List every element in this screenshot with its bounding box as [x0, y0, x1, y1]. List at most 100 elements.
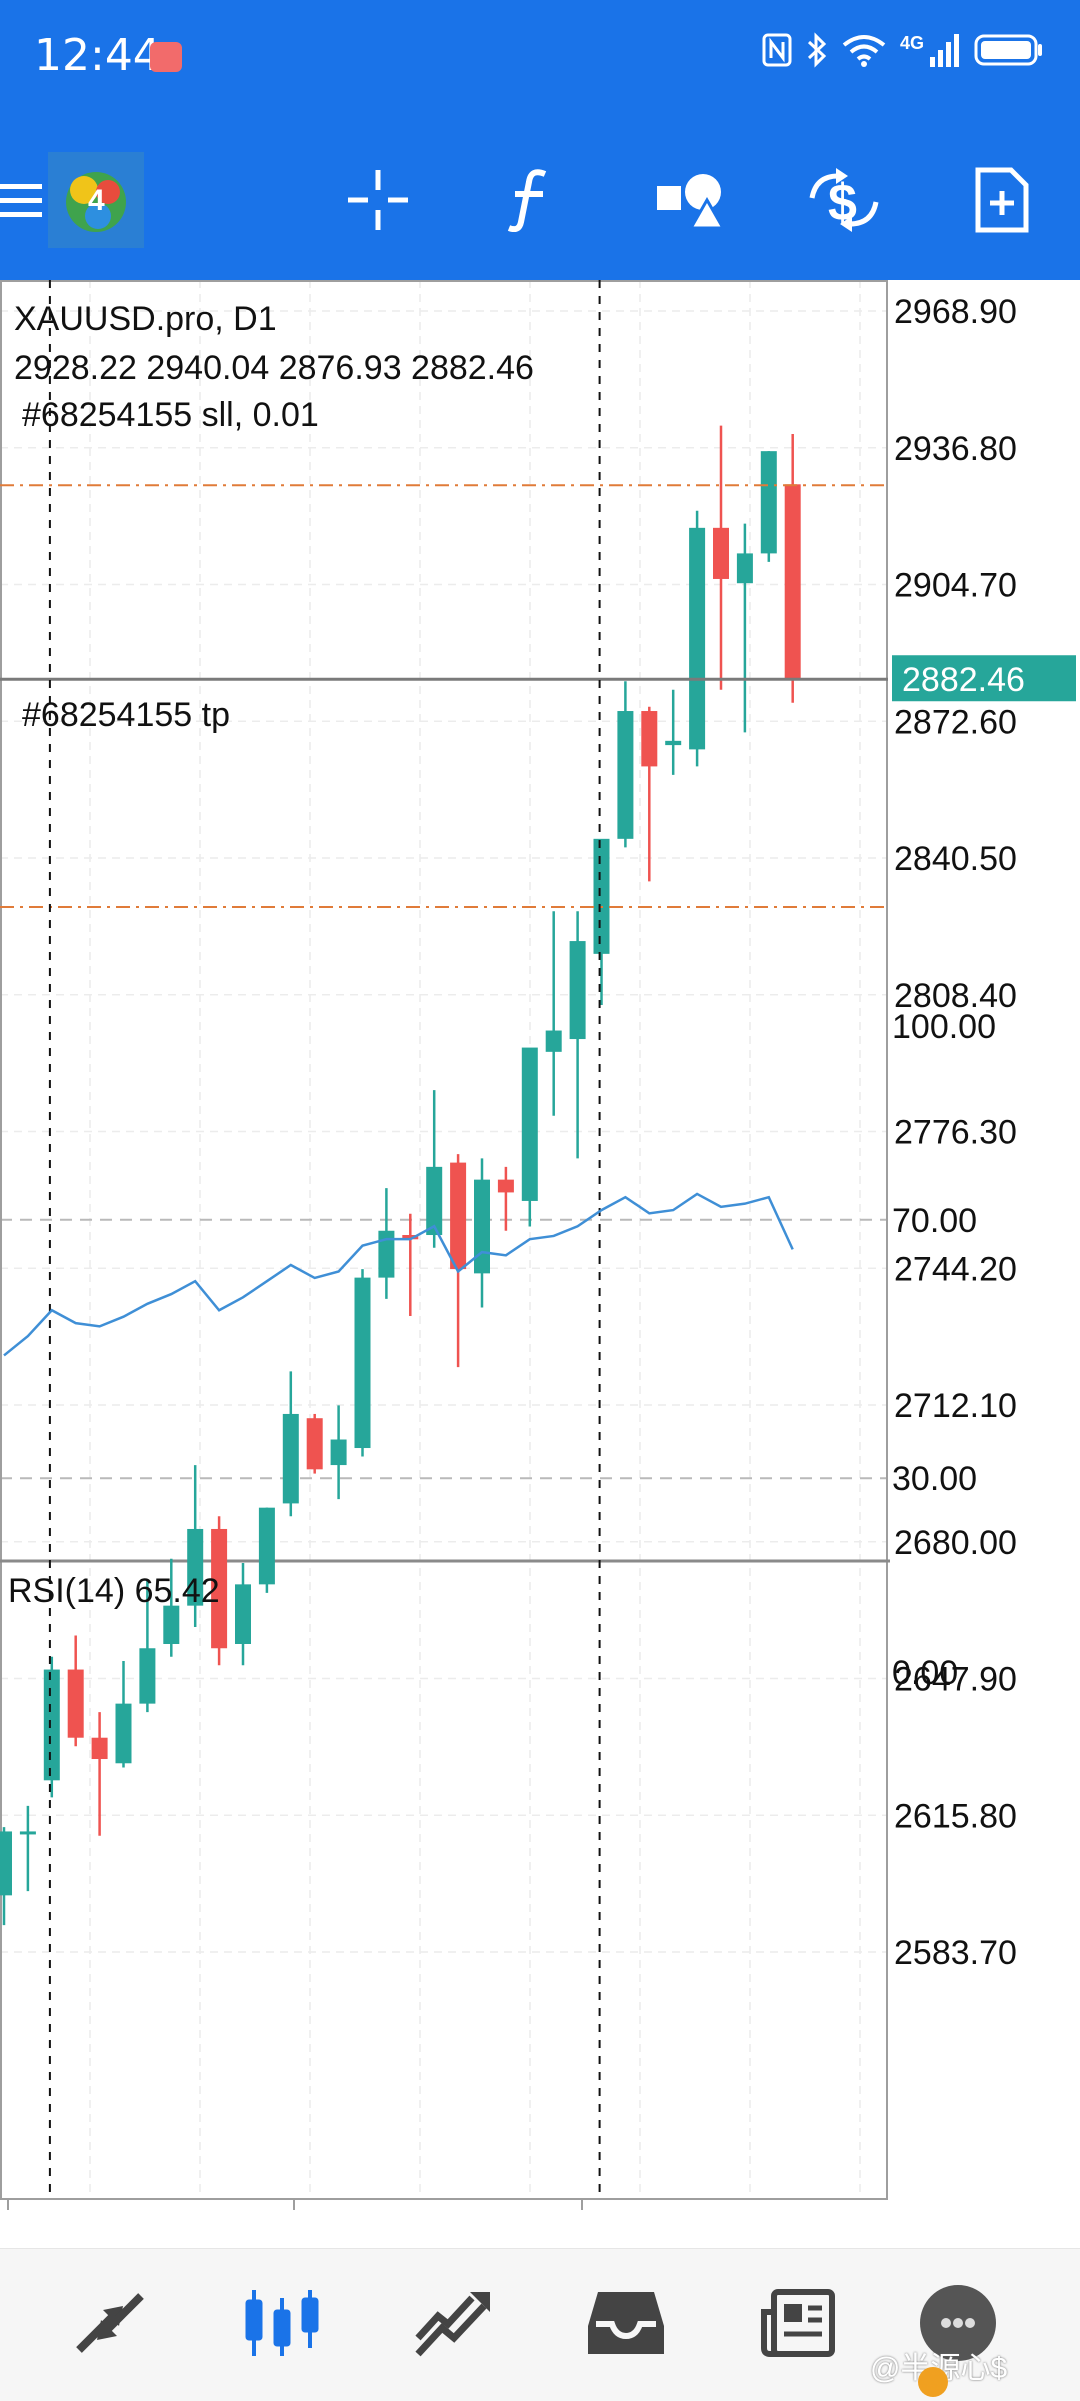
price-chart[interactable]: 2968.90 2936.80 2904.70 2872.60 2840.50 2808.… — [0, 280, 1080, 2248]
status-bar: 12:44 4G — [0, 0, 1080, 120]
candle-body — [665, 740, 682, 746]
price-tick-label: 2744.20 — [894, 1250, 1017, 1288]
candle-body — [569, 941, 586, 1040]
status-time: 12:44 — [34, 30, 161, 81]
price-tick-label: 2583.70 — [894, 1934, 1017, 1972]
candle-body — [617, 711, 634, 839]
chart-frame — [0, 280, 888, 2200]
candle-body — [760, 451, 777, 554]
wifi-icon — [842, 35, 886, 67]
candle-body — [163, 1605, 180, 1644]
battery-icon — [974, 34, 1042, 66]
chart-icon — [245, 2290, 319, 2356]
price-tick-label: 2647.90 — [894, 1661, 1017, 1699]
rsi-tick-label: 100.00 — [892, 1008, 996, 1046]
menu-icon — [0, 184, 42, 217]
menu-button[interactable] — [0, 150, 70, 250]
trade-icon — [415, 2292, 490, 2357]
candle-body — [402, 1235, 419, 1240]
rsi-layer — [3, 1192, 794, 1357]
coin-badge — [918, 2367, 948, 2397]
candle-body — [139, 1648, 156, 1704]
nav-chart[interactable] — [232, 2273, 332, 2373]
nav-profile[interactable] — [908, 2273, 1008, 2373]
candle-body — [545, 1030, 562, 1052]
candle-body — [736, 553, 753, 584]
price-tick-label: 2904.70 — [894, 567, 1017, 605]
price-tick-label: 2808.40 — [894, 977, 1017, 1015]
nav-history[interactable] — [576, 2273, 676, 2373]
symbols-button[interactable]: $ — [794, 150, 894, 250]
new-order-button[interactable] — [952, 150, 1052, 250]
nav-quotes[interactable] — [60, 2273, 160, 2373]
candle-body — [115, 1703, 132, 1764]
candle-body — [689, 527, 706, 750]
candle-body — [593, 838, 610, 954]
candle-body — [187, 1528, 204, 1606]
new-order-icon — [975, 167, 1029, 233]
svg-text:4: 4 — [88, 184, 105, 217]
notification-icon — [150, 42, 182, 72]
app-logo[interactable]: 4 — [46, 150, 146, 250]
price-lines-layer — [0, 280, 888, 2200]
price-tick-label: 2680.00 — [894, 1524, 1017, 1562]
symbol-label: XAUUSD.pro, D1 — [14, 300, 277, 338]
candle-body — [474, 1179, 490, 1274]
history-icon — [588, 2292, 664, 2354]
indicators-button[interactable] — [480, 150, 580, 250]
axes-layer: 2968.90 2936.80 2904.70 2872.60 2840.50 2808.… — [2, 293, 1076, 2248]
candle-body — [258, 1507, 275, 1585]
current-price-box — [892, 655, 1076, 702]
price-tick-label: 2840.50 — [894, 840, 1017, 878]
avatar — [920, 2285, 996, 2361]
candle-body — [784, 484, 801, 680]
network-label: 4G — [899, 32, 924, 53]
objects-button[interactable] — [640, 150, 740, 250]
app-logo-icon: 4 — [48, 152, 144, 248]
candle-body — [641, 711, 658, 767]
objects-icon — [657, 174, 725, 228]
signal-icon — [930, 34, 959, 67]
price-tick-label: 2872.60 — [894, 703, 1017, 741]
price-tick-label: 2615.80 — [894, 1797, 1017, 1835]
rsi-tick-label: 70.00 — [892, 1202, 977, 1240]
order-sl-label: #68254155 sll, 0.01 — [22, 396, 319, 434]
indicators-icon — [507, 169, 547, 232]
candle-body — [378, 1230, 395, 1278]
price-tick-label: 2712.10 — [894, 1387, 1017, 1425]
rsi-line — [3, 1192, 794, 1357]
candle-body — [43, 1669, 60, 1781]
crosshair-icon — [348, 170, 408, 230]
candle-body — [426, 1166, 443, 1236]
candle-body — [67, 1669, 84, 1738]
candle-body — [235, 1584, 251, 1644]
candle-body — [0, 1831, 12, 1896]
price-tick-label: 2776.30 — [894, 1114, 1017, 1152]
candle-body — [521, 1047, 538, 1201]
status-icons: 4G — [762, 32, 1044, 68]
nav-trade[interactable] — [404, 2273, 504, 2373]
nav-news[interactable] — [748, 2273, 848, 2373]
nfc-icon — [762, 33, 792, 67]
price-tick-label: 2968.90 — [894, 293, 1017, 331]
chart-area[interactable]: 2968.90 2936.80 2904.70 2872.60 2840.50 2808.… — [0, 280, 1080, 2248]
price-tick-label: 2936.80 — [894, 430, 1017, 468]
rsi-tick-label: 30.00 — [892, 1460, 977, 1498]
candle-body — [450, 1162, 467, 1270]
candle-body — [354, 1277, 371, 1449]
chart-grid — [0, 280, 888, 2200]
candle-body — [306, 1418, 323, 1470]
ohlc-label: 2928.22 2940.04 2876.93 2882.46 — [14, 349, 534, 387]
candle-body — [91, 1737, 108, 1760]
candles-layer — [0, 425, 801, 1926]
candle-body — [211, 1528, 228, 1649]
order-tp-label: #68254155 tp — [22, 696, 230, 734]
crosshair-button[interactable] — [328, 150, 428, 250]
candle-body — [713, 527, 729, 579]
news-icon — [761, 2289, 835, 2357]
candle-body — [497, 1179, 514, 1193]
bottom-navigation: @半源心$ — [0, 2248, 1080, 2401]
bluetooth-icon — [807, 32, 827, 68]
symbols-icon: $ — [809, 168, 879, 232]
chart-toolbar: 4 $ — [0, 120, 1080, 280]
